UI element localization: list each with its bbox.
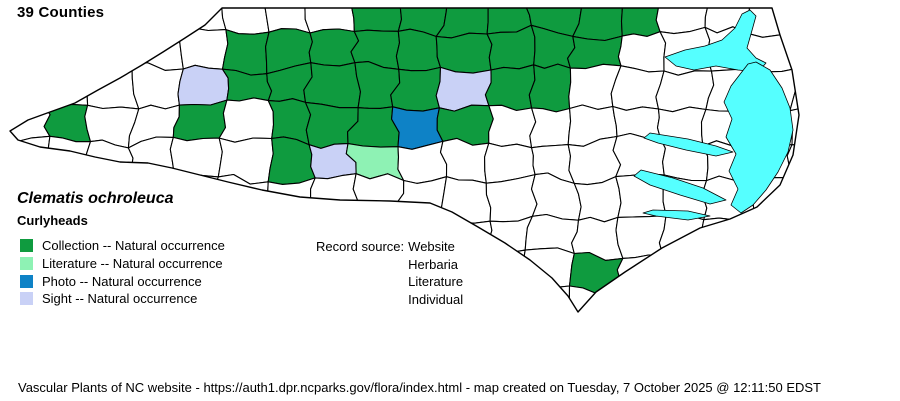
species-block: Clematis ochroleuca Curlyheads	[17, 190, 174, 228]
record-source-value-literature: Literature	[408, 274, 464, 290]
record-source-label: Record source:	[316, 239, 405, 254]
legend-item-sight: Sight -- Natural occurrence	[20, 290, 225, 308]
legend-label-literature: Literature -- Natural occurrence	[42, 256, 223, 272]
map-legend: Collection -- Natural occurrence Literat…	[20, 237, 225, 308]
county-count-title: 39 Counties	[17, 4, 105, 21]
legend-label-sight: Sight -- Natural occurrence	[42, 291, 198, 307]
literature-swatch-icon	[20, 257, 33, 271]
record-source-values: Website Herbaria Literature Individual	[408, 238, 463, 309]
footer-text: Vascular Plants of NC website - https://…	[18, 380, 821, 395]
legend-item-photo: Photo -- Natural occurrence	[20, 272, 225, 290]
species-scientific-name: Clematis ochroleuca	[17, 190, 174, 207]
legend-label-collection: Collection -- Natural occurrence	[42, 238, 225, 254]
nc-county-map	[9, 7, 800, 313]
species-common-name: Curlyheads	[17, 213, 88, 228]
legend-label-photo: Photo -- Natural occurrence	[42, 273, 202, 289]
sight-swatch-icon	[20, 292, 33, 306]
record-source-value-website: Website	[408, 239, 455, 254]
record-source-value-herbaria: Herbaria	[408, 256, 459, 272]
record-source-value-individual: Individual	[408, 292, 464, 308]
photo-swatch-icon	[20, 274, 33, 288]
legend-item-collection: Collection -- Natural occurrence	[20, 237, 225, 255]
collection-swatch-icon	[20, 239, 33, 253]
record-source: Record source: Website Herbaria Literatu…	[316, 238, 463, 309]
legend-item-literature: Literature -- Natural occurrence	[20, 255, 225, 273]
